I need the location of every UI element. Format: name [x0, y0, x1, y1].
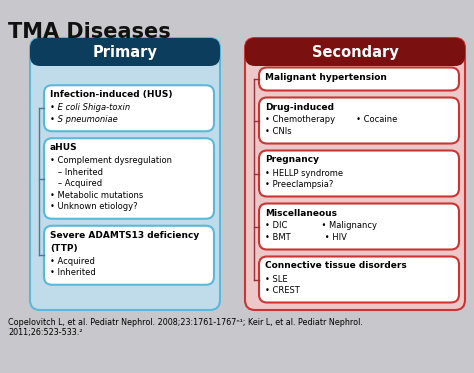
Text: Connective tissue disorders: Connective tissue disorders	[265, 261, 407, 270]
FancyBboxPatch shape	[245, 38, 465, 66]
Text: • SLE: • SLE	[265, 275, 288, 283]
Text: • CREST: • CREST	[265, 286, 300, 295]
Text: Drug-induced: Drug-induced	[265, 103, 334, 112]
FancyBboxPatch shape	[259, 257, 459, 303]
Text: • Metabolic mutations: • Metabolic mutations	[50, 191, 143, 200]
Text: TMA Diseases: TMA Diseases	[8, 22, 171, 42]
Text: • Chemotherapy        • Cocaine: • Chemotherapy • Cocaine	[265, 116, 397, 125]
Text: • Preeclampsia?: • Preeclampsia?	[265, 180, 333, 189]
FancyBboxPatch shape	[245, 38, 465, 310]
Text: • Unknown etiology?: • Unknown etiology?	[50, 202, 137, 211]
Text: Severe ADAMTS13 deficiency: Severe ADAMTS13 deficiency	[50, 231, 199, 240]
FancyBboxPatch shape	[259, 204, 459, 250]
Text: • HELLP syndrome: • HELLP syndrome	[265, 169, 343, 178]
Text: Miscellaneous: Miscellaneous	[265, 209, 337, 217]
FancyBboxPatch shape	[30, 38, 220, 66]
Text: • Inherited: • Inherited	[50, 268, 96, 277]
Text: Secondary: Secondary	[311, 44, 398, 60]
Text: aHUS: aHUS	[50, 143, 78, 152]
Text: – Acquired: – Acquired	[50, 179, 102, 188]
Text: • E coli Shiga-toxin: • E coli Shiga-toxin	[50, 103, 130, 112]
Text: • DIC             • Malignancy: • DIC • Malignancy	[265, 222, 377, 231]
Text: Primary: Primary	[92, 44, 157, 60]
FancyBboxPatch shape	[44, 85, 214, 131]
Text: – Inherited: – Inherited	[50, 168, 103, 177]
Text: Pregnancy: Pregnancy	[265, 156, 319, 164]
FancyBboxPatch shape	[30, 38, 220, 310]
Text: Infection-induced (HUS): Infection-induced (HUS)	[50, 90, 173, 99]
Text: Malignant hypertension: Malignant hypertension	[265, 72, 387, 81]
FancyBboxPatch shape	[44, 226, 214, 285]
Text: • Complement dysregulation: • Complement dysregulation	[50, 156, 172, 165]
Text: Copelovitch L, et al. Pediatr Nephrol. 2008;23:1761-1767ⁿ¹; Keir L, et al. Pedia: Copelovitch L, et al. Pediatr Nephrol. 2…	[8, 318, 363, 338]
Text: • Acquired: • Acquired	[50, 257, 95, 266]
Text: • BMT             • HIV: • BMT • HIV	[265, 233, 347, 242]
Text: • CNIs: • CNIs	[265, 127, 292, 136]
FancyBboxPatch shape	[259, 150, 459, 197]
FancyBboxPatch shape	[44, 138, 214, 219]
Text: • S pneumoniae: • S pneumoniae	[50, 115, 118, 124]
Text: (TTP): (TTP)	[50, 244, 78, 253]
FancyBboxPatch shape	[259, 97, 459, 144]
FancyBboxPatch shape	[259, 68, 459, 91]
